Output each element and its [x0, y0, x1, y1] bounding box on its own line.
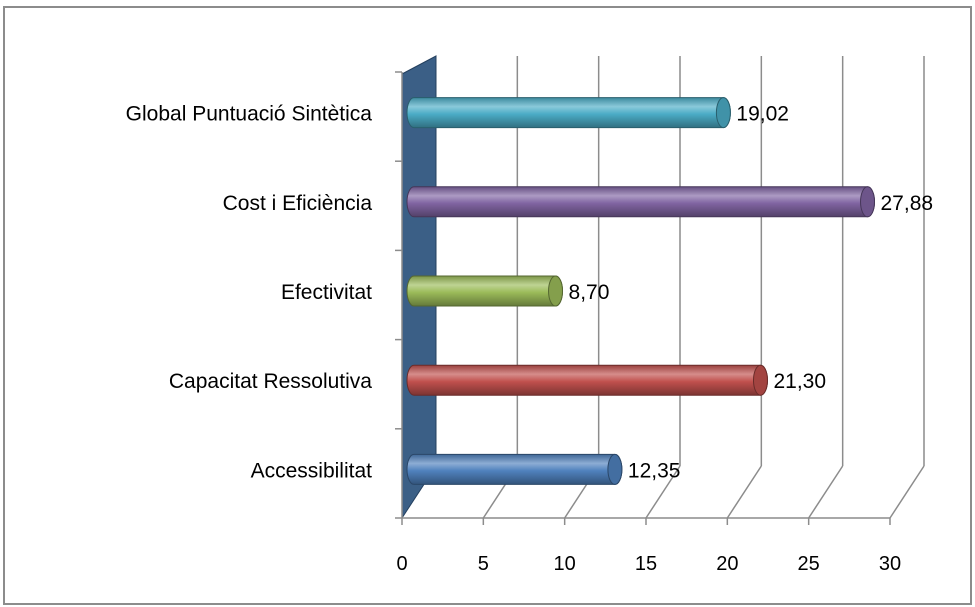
x-tick-label: 15 [635, 553, 657, 575]
bar-cap [607, 453, 623, 485]
bar [406, 453, 623, 485]
bar [406, 186, 875, 218]
x-tick-label: 0 [396, 553, 407, 575]
bar-cap [548, 275, 564, 307]
bars [406, 97, 876, 485]
data-label: 21,30 [773, 370, 826, 393]
data-label: 19,02 [736, 103, 789, 126]
data-label: 8,70 [569, 281, 610, 304]
category-label: Global Puntuació Sintètica [126, 103, 373, 126]
floor-gridline [889, 465, 925, 519]
bar-cap [752, 364, 768, 396]
floor-gridline [808, 465, 844, 519]
x-tick-label: 30 [879, 553, 901, 575]
floor-gridline [645, 465, 681, 519]
category-label: Efectivitat [281, 281, 372, 304]
floor-gridline [726, 465, 762, 519]
axes [395, 71, 891, 525]
x-tick-label: 25 [798, 553, 820, 575]
bar-cap [715, 97, 731, 129]
labels: 0 5 10 15 20 25 30 12,35 Accessibilitat 21,30 Capa… [126, 103, 933, 575]
bar [406, 97, 731, 129]
bar [406, 364, 768, 396]
bar [406, 275, 563, 307]
category-label: Capacitat Ressolutiva [169, 370, 372, 393]
bar-cap [860, 186, 876, 218]
category-label: Cost i Eficiència [223, 192, 373, 215]
x-tick-label: 5 [478, 553, 489, 575]
x-tick-label: 20 [716, 553, 738, 575]
category-label: Accessibilitat [251, 459, 373, 482]
data-label: 27,88 [881, 192, 934, 215]
x-tick-label: 10 [554, 553, 576, 575]
data-label: 12,35 [628, 459, 681, 482]
